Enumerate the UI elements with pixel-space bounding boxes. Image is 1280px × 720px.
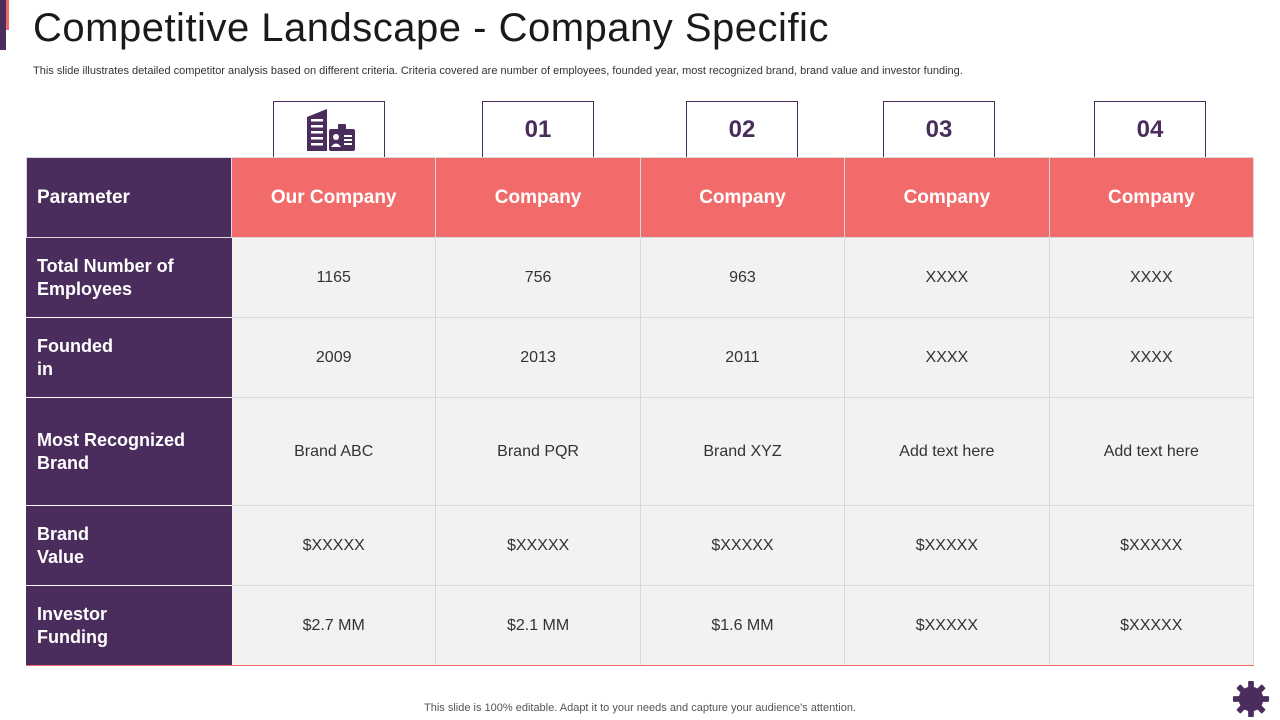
table-cell: 2009 <box>230 317 437 398</box>
table-cell: 963 <box>639 237 846 318</box>
table-cell: 2011 <box>639 317 846 398</box>
tab-our-company <box>273 101 385 157</box>
table-row-brand-value: Brand Value $XXXXX $XXXXX $XXXXX $XXXXX … <box>26 505 1255 586</box>
slide-footer: This slide is 100% editable. Adapt it to… <box>424 702 856 714</box>
row-label-founded: Founded in <box>26 317 232 398</box>
tab-number-01: 01 <box>482 101 594 157</box>
slide-subtitle: This slide illustrates detailed competit… <box>33 65 963 77</box>
row-label-funding: Investor Funding <box>26 585 232 666</box>
table-cell: $XXXXX <box>844 505 1050 586</box>
header-company-01: Company <box>435 157 641 238</box>
header-our-company: Our Company <box>230 157 437 238</box>
header-company-03: Company <box>844 157 1050 238</box>
table-cell: Brand ABC <box>230 397 437 506</box>
table-cell: Add text here <box>1048 397 1255 506</box>
table-header-row: Parameter Our Company Company Company Co… <box>26 157 1255 238</box>
row-label-brand: Most Recognized Brand <box>26 397 232 506</box>
office-building-icon <box>307 108 355 151</box>
table-cell: $1.6 MM <box>639 585 846 666</box>
table-cell: 756 <box>435 237 641 318</box>
accent-bar-thin <box>6 0 9 30</box>
table-cell: $XXXXX <box>844 585 1050 666</box>
comparison-table: Parameter Our Company Company Company Co… <box>26 157 1255 666</box>
table-cell: Brand PQR <box>435 397 641 506</box>
table-cell: $2.1 MM <box>435 585 641 666</box>
table-cell: $XXXXX <box>435 505 641 586</box>
table-cell: XXXX <box>844 237 1050 318</box>
header-company-04: Company <box>1048 157 1255 238</box>
table-row-founded: Founded in 2009 2013 2011 XXXX XXXX <box>26 317 1255 398</box>
header-parameter: Parameter <box>26 157 232 238</box>
table-cell: $2.7 MM <box>230 585 437 666</box>
table-cell: 1165 <box>230 237 437 318</box>
table-cell: XXXX <box>844 317 1050 398</box>
table-cell: Add text here <box>844 397 1050 506</box>
row-label-brand-value: Brand Value <box>26 505 232 586</box>
table-row-funding: Investor Funding $2.7 MM $2.1 MM $1.6 MM… <box>26 585 1255 666</box>
tab-number-02: 02 <box>686 101 798 157</box>
table-row-brand: Most Recognized Brand Brand ABC Brand PQ… <box>26 397 1255 506</box>
table-cell: $XXXXX <box>1048 585 1255 666</box>
table-cell: $XXXXX <box>639 505 846 586</box>
tab-number-03: 03 <box>883 101 995 157</box>
accent-bar <box>0 0 6 50</box>
slide-title: Competitive Landscape - Company Specific <box>33 6 829 50</box>
tab-number-04: 04 <box>1094 101 1206 157</box>
table-cell: XXXX <box>1048 317 1255 398</box>
table-cell: XXXX <box>1048 237 1255 318</box>
header-company-02: Company <box>639 157 846 238</box>
table-cell: $XXXXX <box>1048 505 1255 586</box>
table-row-employees: Total Number of Employees 1165 756 963 X… <box>26 237 1255 318</box>
gear-icon <box>1232 680 1270 718</box>
table-cell: $XXXXX <box>230 505 437 586</box>
table-cell: Brand XYZ <box>639 397 846 506</box>
row-label-employees: Total Number of Employees <box>26 237 232 318</box>
table-cell: 2013 <box>435 317 641 398</box>
